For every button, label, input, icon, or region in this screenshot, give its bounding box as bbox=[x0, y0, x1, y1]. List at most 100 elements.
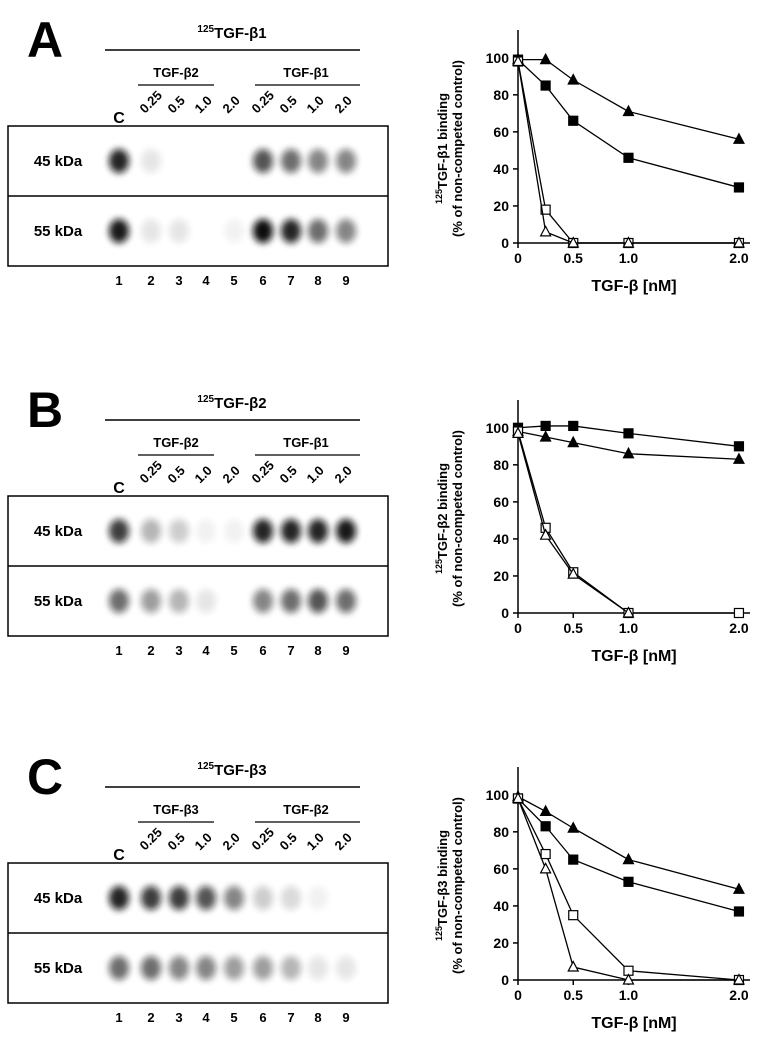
gel-band bbox=[308, 886, 328, 910]
dose-label: 0.5 bbox=[277, 830, 300, 853]
gel-band bbox=[281, 519, 301, 543]
lane-label: 3 bbox=[175, 1010, 182, 1025]
marker-square bbox=[733, 906, 745, 917]
marker-triangle bbox=[622, 236, 635, 248]
gel-band bbox=[253, 886, 273, 910]
group-label: TGF-β2 bbox=[153, 435, 199, 450]
gel-band bbox=[196, 886, 216, 910]
gel-band bbox=[196, 519, 216, 543]
marker-square bbox=[568, 420, 579, 432]
band-label: 55 kDa bbox=[34, 960, 83, 977]
dose-label: 2.0 bbox=[332, 463, 355, 486]
marker-triangle bbox=[539, 862, 552, 874]
marker-square bbox=[540, 848, 551, 860]
y-title: TGF-β2 binding bbox=[435, 463, 450, 559]
gel-band bbox=[308, 589, 328, 613]
band-label: 45 kDa bbox=[34, 153, 83, 170]
dose-label: 0.5 bbox=[277, 93, 300, 116]
gel-band bbox=[336, 219, 356, 243]
gel-band bbox=[169, 519, 189, 543]
marker-square bbox=[568, 910, 579, 921]
marker-triangle bbox=[567, 821, 580, 833]
x-tick-label: 2.0 bbox=[729, 987, 749, 1003]
dose-label: 2.0 bbox=[332, 830, 355, 853]
lane-label: 8 bbox=[314, 643, 321, 658]
marker-square bbox=[540, 204, 551, 215]
lane-label: 1 bbox=[115, 273, 122, 288]
probe-title: 125TGF-β3 bbox=[197, 761, 266, 779]
x-tick-label: 2.0 bbox=[729, 620, 749, 636]
gel-band bbox=[308, 149, 328, 173]
x-tick-label: 1.0 bbox=[619, 987, 639, 1003]
gel-band bbox=[109, 589, 129, 613]
gel-band bbox=[141, 149, 161, 173]
marker-square bbox=[540, 821, 551, 832]
gel-band bbox=[109, 886, 129, 910]
lane-label: 3 bbox=[175, 643, 182, 658]
lane-label: 7 bbox=[287, 273, 294, 288]
dose-label: 0.25 bbox=[137, 458, 166, 487]
probe-name: TGF-β3 bbox=[214, 762, 267, 779]
lane-label: 2 bbox=[147, 1010, 154, 1025]
x-axis-title: TGF-β [nM] bbox=[591, 278, 676, 295]
series-line bbox=[517, 59, 740, 189]
dose-label: 0.25 bbox=[249, 825, 278, 854]
dose-label: 2.0 bbox=[220, 830, 243, 853]
band-label: 55 kDa bbox=[34, 223, 83, 240]
x-tick-label: 0.5 bbox=[564, 620, 584, 636]
group-label: TGF-β1 bbox=[283, 435, 329, 450]
control-label: C bbox=[113, 847, 125, 864]
control-label: C bbox=[113, 110, 125, 127]
lane-label: 5 bbox=[230, 1010, 237, 1025]
series-line bbox=[518, 58, 740, 140]
marker-triangle bbox=[732, 973, 745, 985]
marker-triangle bbox=[539, 804, 552, 817]
lane-label: 9 bbox=[342, 1010, 349, 1025]
marker-triangle bbox=[567, 73, 580, 85]
gel-band bbox=[253, 149, 273, 173]
marker-triangle bbox=[539, 528, 552, 540]
lane-label: 6 bbox=[259, 643, 266, 658]
y-axis-title: 125TGF-β1 binding bbox=[434, 93, 450, 204]
y-tick-label: 40 bbox=[493, 531, 509, 547]
gel-band bbox=[336, 589, 356, 613]
marker-triangle bbox=[732, 452, 745, 464]
x-tick-label: 0.5 bbox=[564, 987, 584, 1003]
gel-band bbox=[308, 219, 328, 243]
y-tick-label: 60 bbox=[493, 124, 509, 140]
marker-triangle bbox=[732, 882, 745, 894]
x-tick-label: 0.5 bbox=[564, 250, 584, 266]
panel-letter: A bbox=[27, 12, 63, 68]
marker-square bbox=[568, 115, 579, 126]
dose-label: 1.0 bbox=[304, 93, 327, 116]
dose-label: 1.0 bbox=[192, 463, 215, 486]
lane-label: 7 bbox=[287, 1010, 294, 1025]
marker-square bbox=[733, 182, 745, 193]
marker-square bbox=[540, 80, 551, 91]
y-tick-label: 100 bbox=[486, 787, 510, 803]
gel-band bbox=[141, 956, 161, 980]
marker-triangle bbox=[567, 236, 580, 248]
lane-label: 7 bbox=[287, 643, 294, 658]
dose-label: 2.0 bbox=[220, 463, 243, 486]
gel-band bbox=[169, 589, 189, 613]
lane-label: 5 bbox=[230, 643, 237, 658]
band-label: 55 kDa bbox=[34, 593, 83, 610]
dose-label: 1.0 bbox=[192, 93, 215, 116]
series-line bbox=[517, 61, 739, 244]
marker-triangle bbox=[539, 52, 552, 65]
y-tick-label: 40 bbox=[493, 898, 509, 914]
band-label: 45 kDa bbox=[34, 890, 83, 907]
gel-band bbox=[141, 219, 161, 243]
probe-name: TGF-β1 bbox=[214, 25, 267, 42]
marker-square bbox=[623, 428, 634, 439]
marker-square bbox=[733, 441, 745, 452]
x-tick-label: 0 bbox=[514, 250, 522, 266]
dose-label: 0.25 bbox=[249, 458, 278, 487]
x-tick-label: 1.0 bbox=[619, 250, 639, 266]
y-tick-label: 100 bbox=[486, 420, 510, 436]
gel-band bbox=[224, 956, 244, 980]
